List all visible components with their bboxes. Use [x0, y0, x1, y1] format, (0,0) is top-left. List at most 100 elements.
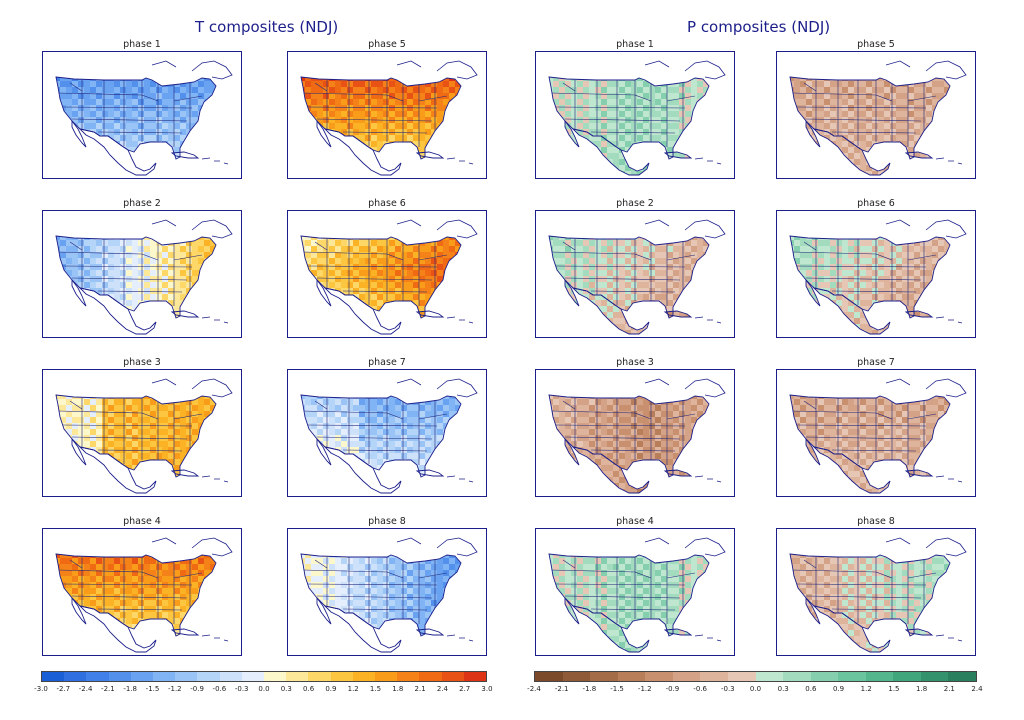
field-cell	[341, 81, 348, 88]
field-cell	[685, 240, 692, 247]
state-line	[418, 95, 448, 102]
field-cell	[120, 276, 127, 283]
field-cell	[323, 600, 330, 607]
field-cell	[90, 258, 97, 265]
field-cell	[204, 570, 211, 577]
field-cell	[353, 594, 360, 601]
field-cell	[365, 576, 372, 583]
field-cell	[425, 117, 432, 124]
field-cell	[192, 276, 199, 283]
field-cell	[311, 405, 318, 412]
field-cell	[613, 318, 620, 325]
field-cell	[401, 423, 408, 430]
field-cell	[108, 594, 115, 601]
field-cell	[329, 588, 336, 595]
field-cell	[78, 558, 85, 565]
field-cell	[96, 270, 103, 277]
field-cell	[425, 282, 432, 289]
field-cell	[413, 264, 420, 271]
field-cell	[377, 405, 384, 412]
field-cell	[395, 582, 402, 589]
field-cell	[413, 282, 420, 289]
field-cell	[383, 588, 390, 595]
field-cell	[371, 564, 378, 571]
field-cell	[377, 576, 384, 583]
field-cell	[449, 81, 456, 88]
field-cell	[371, 264, 378, 271]
field-cell	[72, 429, 79, 436]
field-cell	[132, 294, 139, 301]
field-cell	[613, 282, 620, 289]
field-cell	[114, 123, 121, 130]
field-cell	[389, 258, 396, 265]
field-cell	[156, 123, 163, 130]
field-cell	[132, 618, 139, 625]
field-cell	[126, 135, 133, 142]
field-cell	[443, 576, 450, 583]
field-cell	[353, 258, 360, 265]
field-cell	[174, 135, 181, 142]
field-cell	[419, 105, 426, 112]
field-cell	[589, 252, 596, 259]
field-cell	[126, 87, 133, 94]
field-cell	[365, 252, 372, 259]
field-cell	[371, 123, 378, 130]
field-cell	[577, 123, 584, 130]
field-cell	[353, 576, 360, 583]
field-cell	[96, 570, 103, 577]
field-cell	[595, 141, 602, 148]
field-cell	[449, 411, 456, 418]
field-cell	[150, 258, 157, 265]
field-cell	[601, 111, 608, 118]
field-cell	[571, 111, 578, 118]
field-cell	[377, 618, 384, 625]
field-cell	[407, 411, 414, 418]
field-cell	[56, 236, 61, 241]
field-cell	[673, 288, 680, 295]
field-cell	[114, 270, 121, 277]
field-cell	[577, 288, 584, 295]
field-cell	[595, 240, 602, 247]
field-cell	[389, 77, 396, 82]
field-cell	[431, 570, 438, 577]
field-cell	[697, 236, 704, 241]
field-cell	[577, 81, 584, 88]
field-cell	[72, 276, 79, 283]
field-cell	[419, 405, 426, 412]
field-cell	[138, 564, 145, 571]
field-cell	[419, 93, 426, 100]
field-cell	[162, 564, 169, 571]
field-cell	[637, 246, 644, 253]
field-cell	[401, 288, 408, 295]
field-cell	[156, 288, 163, 295]
field-cell	[138, 588, 145, 595]
field-cell	[431, 270, 438, 277]
field-cell	[84, 558, 91, 565]
field-cell	[589, 270, 596, 277]
field-cell	[407, 264, 414, 271]
field-cell	[144, 111, 151, 118]
field-cell	[413, 111, 420, 118]
field-cell	[72, 411, 79, 418]
field-cell	[389, 405, 396, 412]
field-cell	[455, 558, 461, 565]
field-cell	[174, 147, 181, 154]
field-cell	[168, 93, 175, 100]
field-cell	[186, 600, 193, 607]
field-cell	[371, 429, 378, 436]
field-cell	[383, 399, 390, 406]
field-cell	[365, 459, 372, 466]
field-cell	[78, 441, 85, 448]
field-cell	[595, 282, 602, 289]
field-cell	[425, 123, 432, 130]
field-cell	[108, 270, 115, 277]
field-cell	[583, 105, 590, 112]
field-cell	[192, 99, 199, 106]
field-cell	[637, 93, 644, 100]
field-cell	[565, 258, 572, 265]
field-cell	[353, 417, 360, 424]
field-cell	[108, 570, 115, 577]
field-cell	[347, 252, 354, 259]
field-cell	[168, 459, 175, 466]
field-cell	[389, 264, 396, 271]
